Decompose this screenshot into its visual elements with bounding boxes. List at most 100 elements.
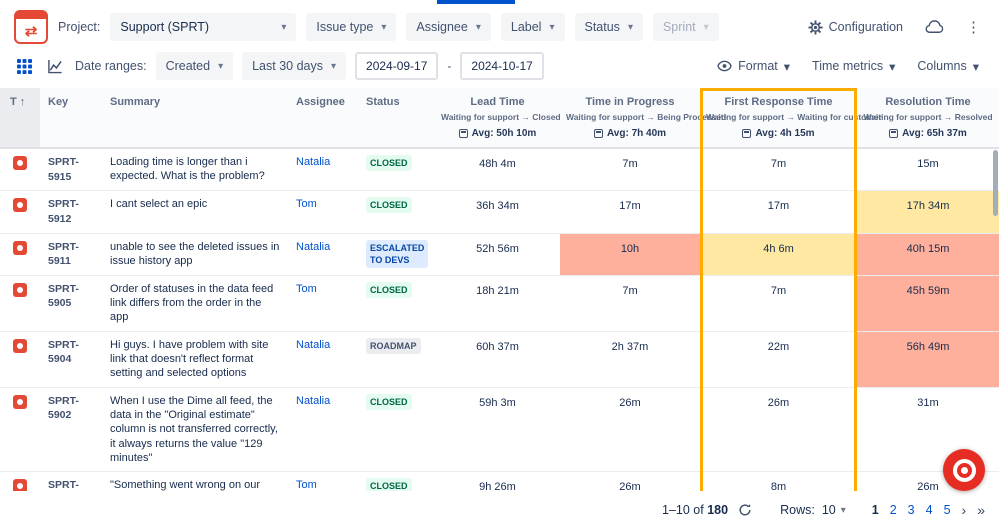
lead-time-cell: 60h 37m	[435, 331, 560, 388]
first-response-time-cell: 26m	[700, 387, 857, 473]
issue-key-link[interactable]: SPRT-5904	[48, 338, 79, 366]
date-field-dropdown[interactable]: Created ▾	[155, 52, 234, 80]
status-badge: CLOSED	[366, 155, 412, 172]
metric-average-value: Avg: 7h 40m	[606, 128, 667, 139]
more-menu-button[interactable]: ⋮	[962, 16, 985, 39]
first-response-time-cell: 17m	[700, 190, 857, 234]
chevron-down-icon: ▾	[475, 21, 481, 33]
chevron-down-icon: ▾	[330, 60, 337, 72]
issue-type-icon	[13, 394, 27, 409]
metric-subtitle: Waiting for support → Resolved	[863, 112, 993, 122]
assignee-link[interactable]: Tom	[296, 282, 317, 295]
column-header-lead-time[interactable]: Lead Time Waiting for support → Closed A…	[435, 88, 561, 149]
next-page-button[interactable]: ›	[961, 502, 967, 518]
sort-type-column-header[interactable]: T ↑	[0, 88, 40, 149]
issue-summary[interactable]: Order of statuses in the data feed link …	[110, 282, 274, 324]
label-dropdown[interactable]: Label ▾	[500, 13, 565, 41]
issue-type-dropdown[interactable]: Issue type ▾	[306, 13, 397, 41]
assignee-link[interactable]: Natalia	[296, 156, 331, 168]
grid-view-button[interactable]	[14, 56, 35, 77]
table-row[interactable]: SPRT-5915 Loading time is longer than i …	[0, 148, 999, 192]
vertical-scrollbar[interactable]	[993, 150, 998, 216]
date-preset-dropdown[interactable]: Last 30 days ▾	[242, 52, 347, 80]
page-2[interactable]: 2	[889, 503, 897, 517]
resolution-time-cell: 15m	[857, 148, 999, 192]
assignee-link[interactable]: Natalia	[296, 240, 331, 253]
first-response-time-cell: 7m	[700, 148, 857, 192]
chevron-down-icon: ▾	[218, 60, 224, 72]
assignee-link[interactable]: Tom	[296, 479, 317, 492]
table-row[interactable]: SPRT-5912 I cant select an epic Tom CLOS…	[0, 190, 999, 234]
issue-key-link[interactable]: SPRT-5905	[48, 282, 79, 310]
line-chart-icon	[48, 59, 62, 73]
rows-label: Rows:	[780, 503, 815, 517]
metric-average: Avg: 50h 10m	[441, 128, 554, 139]
column-header-summary[interactable]: Summary	[102, 88, 288, 149]
lead-time-cell: 48h 4m	[435, 148, 560, 192]
issue-summary[interactable]: Loading time is longer than i expected. …	[110, 156, 265, 183]
configuration-button[interactable]: Configuration	[804, 16, 907, 39]
issue-type-icon	[13, 240, 27, 255]
format-label: Format	[738, 59, 778, 73]
issue-type-icon	[13, 479, 27, 494]
column-header-key[interactable]: Key	[40, 88, 102, 149]
assignee-link[interactable]: Natalia	[296, 338, 331, 351]
report-toolbar: Date ranges: Created ▾ Last 30 days ▾ 20…	[0, 50, 999, 88]
issue-key-link[interactable]: SPRT-5912	[48, 198, 79, 225]
project-value: Support (SPRT)	[120, 20, 210, 34]
vendor-logo[interactable]	[943, 449, 985, 491]
date-from-input[interactable]: 2024-09-17	[355, 52, 439, 80]
issue-key-link[interactable]: SPRT-5902	[48, 394, 79, 422]
status-dropdown[interactable]: Status ▾	[574, 13, 643, 41]
rows-per-page-dropdown[interactable]: 10 ▾	[822, 503, 846, 517]
issue-summary[interactable]: unable to see the deleted issues in issu…	[110, 240, 280, 267]
page-5[interactable]: 5	[943, 503, 951, 517]
pagination-range: 1–10 of 180	[662, 501, 754, 519]
chevron-down-icon: ▾	[889, 59, 896, 74]
issue-summary[interactable]: I cant select an epic	[110, 198, 208, 211]
refresh-button[interactable]	[736, 501, 754, 519]
column-header-status[interactable]: Status	[358, 88, 435, 149]
last-page-button[interactable]: »	[977, 502, 985, 518]
chevron-down-icon: ▾	[703, 21, 709, 33]
time-metrics-button[interactable]: Time metrics ▾	[806, 53, 901, 80]
column-header-time-in-progress[interactable]: Time in Progress Waiting for support → B…	[560, 88, 727, 149]
metric-subtitle: Waiting for support → Being Processed	[566, 112, 727, 122]
format-button[interactable]: Format ▾	[711, 53, 796, 80]
label-filter-label: Label	[510, 20, 542, 34]
eye-icon	[717, 60, 732, 72]
calendar-icon	[889, 129, 899, 138]
page-4[interactable]: 4	[925, 503, 933, 517]
table-row[interactable]: SPRT-5905 Order of statuses in the data …	[0, 275, 999, 332]
chevron-down-icon: ▾	[549, 21, 555, 33]
assignee-link[interactable]: Tom	[296, 198, 317, 211]
page-3[interactable]: 3	[907, 503, 915, 517]
page-1[interactable]: 1	[871, 503, 879, 517]
table-row[interactable]: SPRT-5904 Hi guys. I have problem with s…	[0, 331, 999, 388]
issue-key-link[interactable]: SPRT-5915	[48, 156, 79, 183]
issue-key-link[interactable]: SPRT-5911	[48, 240, 79, 268]
vendor-logo-ring	[952, 458, 976, 482]
status-badge: ROADMAP	[366, 337, 421, 354]
assignee-dropdown[interactable]: Assignee ▾	[406, 13, 491, 41]
cloud-button[interactable]	[921, 16, 948, 38]
issues-table: T ↑ Key Summary Assignee Status Lead Tim…	[0, 88, 999, 529]
issue-summary[interactable]: Hi guys. I have problem with site link t…	[110, 338, 269, 380]
time-in-progress-cell: 7m	[560, 148, 700, 192]
column-header-resolution-time[interactable]: Resolution Time Waiting for support → Re…	[857, 88, 999, 149]
date-to-input[interactable]: 2024-10-17	[460, 52, 544, 80]
assignee-link[interactable]: Natalia	[296, 394, 331, 407]
issues-table-wrap: T ↑ Key Summary Assignee Status Lead Tim…	[0, 88, 999, 529]
range-prefix: 1–10 of	[662, 503, 704, 517]
table-row[interactable]: SPRT-5911 unable to see the deleted issu…	[0, 233, 999, 276]
columns-button[interactable]: Columns ▾	[911, 53, 985, 80]
column-header-assignee[interactable]: Assignee	[288, 88, 358, 149]
issue-summary[interactable]: When I use the Dime all feed, the data i…	[110, 394, 278, 464]
column-header-first-response-time[interactable]: First Response Time Waiting for support …	[700, 88, 882, 149]
date-field-value: Created	[165, 59, 211, 73]
chart-view-button[interactable]	[44, 56, 66, 77]
project-dropdown[interactable]: Support (SPRT) ▾	[110, 13, 297, 41]
lead-time-cell: 59h 3m	[435, 387, 560, 473]
table-row[interactable]: SPRT-5902 When I use the Dime all feed, …	[0, 387, 999, 473]
issue-type-icon	[13, 198, 27, 213]
